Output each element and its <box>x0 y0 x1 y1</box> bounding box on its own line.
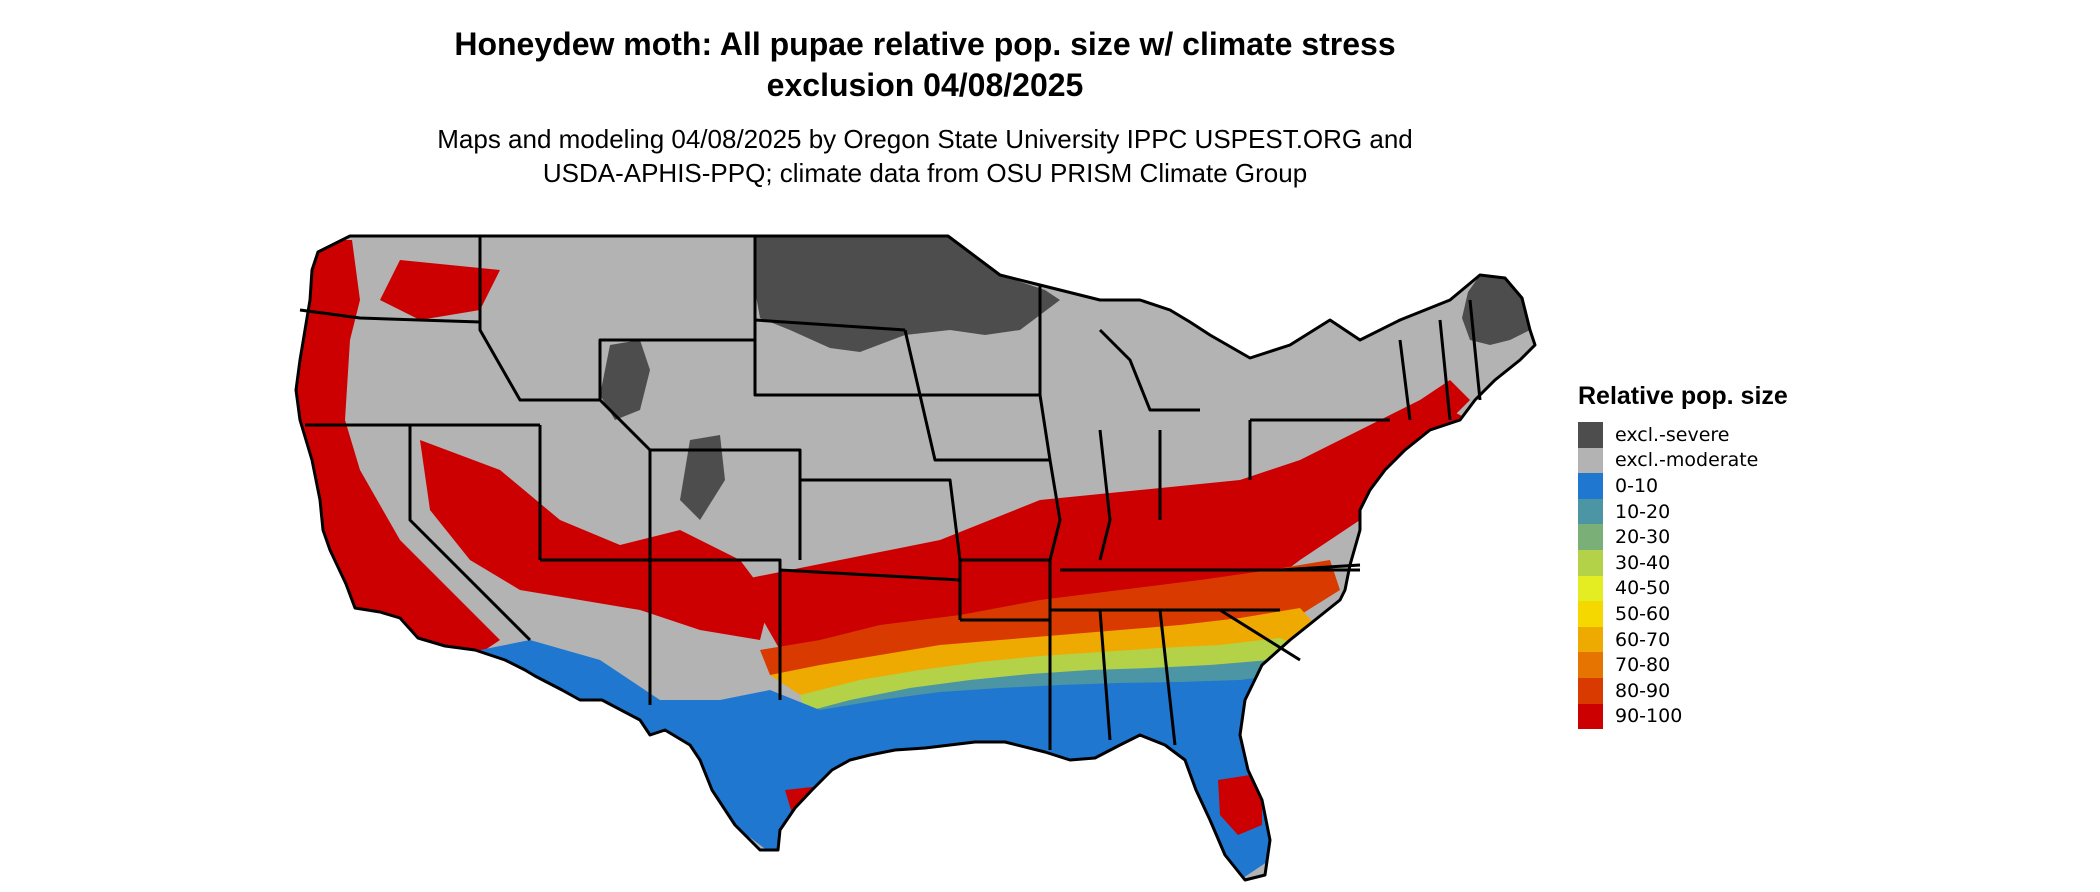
border-ga-sc <box>1219 608 1301 662</box>
legend-items: excl.-severe excl.-moderate 0-10 10-20 20-30… <box>1578 422 1788 730</box>
zone-red-pnw-interior <box>380 260 500 320</box>
legend-swatch <box>1578 677 1603 704</box>
legend-item: 50-60 <box>1578 601 1788 627</box>
legend-swatch <box>1578 601 1603 627</box>
zone-band-30-40 <box>800 638 1310 712</box>
legend-label: 0-10 <box>1615 474 1659 497</box>
zone-red-south-texas <box>785 785 870 860</box>
zone-excl-severe-rockies <box>600 340 725 520</box>
legend-item: 20-30 <box>1578 524 1788 550</box>
map-subtitle: Maps and modeling 04/08/2025 by Oregon S… <box>0 122 1850 190</box>
legend-label: 10-20 <box>1615 500 1671 523</box>
legend-item: 70-80 <box>1578 652 1788 678</box>
border-wa-or <box>299 308 481 324</box>
legend-swatch <box>1578 652 1603 678</box>
us-outline <box>294 234 1537 882</box>
border-dakotas <box>754 318 906 332</box>
legend-label: 60-70 <box>1615 628 1671 651</box>
map-title: Honeydew moth: All pupae relative pop. s… <box>0 24 1850 106</box>
border-il-in <box>1098 429 1112 561</box>
legend-item: excl.-severe <box>1578 422 1788 448</box>
zone-excl-severe-new-england <box>1462 275 1530 345</box>
legend-swatch <box>1578 626 1603 653</box>
legend-item: 0-10 <box>1578 473 1788 499</box>
legend-swatch <box>1578 422 1603 448</box>
legend-swatch <box>1578 447 1603 474</box>
border-mi <box>1098 328 1200 412</box>
zone-excl-severe-northern-plains <box>755 236 1060 352</box>
border-ar-la-ms <box>960 618 1052 750</box>
legend-swatch <box>1578 498 1603 525</box>
legend-label: excl.-moderate <box>1615 449 1759 472</box>
legend-item: excl.-moderate <box>1578 447 1788 474</box>
border-nd-sd-ne <box>753 236 920 397</box>
border-ks-ok-tx <box>800 478 962 620</box>
border-id-mt-wy <box>478 236 755 402</box>
legend-swatch <box>1578 703 1603 730</box>
border-al-ga <box>1158 609 1177 746</box>
border-va-nc <box>1279 563 1361 572</box>
legend-label: 30-40 <box>1615 551 1671 574</box>
border-four-corners-row <box>540 558 782 700</box>
map-subtitle-line-1: Maps and modeling 04/08/2025 by Oregon S… <box>437 124 1413 154</box>
map-title-line-1: Honeydew moth: All pupae relative pop. s… <box>454 26 1396 62</box>
legend-label: excl.-severe <box>1615 423 1730 446</box>
legend-label: 50-60 <box>1615 602 1671 625</box>
legend-label: 80-90 <box>1615 679 1671 702</box>
zone-red-southern-belt <box>740 380 1470 660</box>
legend-swatch <box>1578 549 1603 576</box>
legend: Relative pop. size excl.-severe excl.-mod… <box>1578 380 1788 730</box>
legend-swatch <box>1578 473 1603 499</box>
legend-label: 20-30 <box>1615 526 1671 549</box>
us-risk-map <box>294 234 1537 882</box>
legend-item: 40-50 <box>1578 575 1788 602</box>
legend-swatch <box>1578 575 1603 602</box>
border-ia-mo <box>918 394 1050 462</box>
legend-item: 10-20 <box>1578 498 1788 525</box>
legend-label: 90-100 <box>1615 705 1683 728</box>
border-new-england <box>1398 299 1482 421</box>
legend-title: Relative pop. size <box>1578 382 1788 410</box>
legend-item: 30-40 <box>1578 549 1788 576</box>
legend-item: 60-70 <box>1578 626 1788 653</box>
legend-item: 90-100 <box>1578 703 1788 730</box>
border-ms-al <box>1098 609 1112 741</box>
legend-label: 40-50 <box>1615 577 1671 600</box>
state-boundaries <box>294 234 1537 882</box>
border-co-ks <box>650 448 802 560</box>
legend-label: 70-80 <box>1615 654 1671 677</box>
border-mississippi <box>1038 285 1062 561</box>
zone-red-south-florida <box>1218 775 1262 835</box>
border-ok-tx <box>779 568 961 582</box>
legend-item: 80-90 <box>1578 677 1788 704</box>
legend-swatch <box>1578 524 1603 550</box>
border-ca-nv <box>408 425 532 642</box>
map-subtitle-line-2: USDA-APHIS-PPQ; climate data from OSU PR… <box>542 158 1308 188</box>
zone-red-great-basin <box>420 440 770 640</box>
zone-red-west-coast <box>296 240 500 660</box>
map-title-line-2: exclusion 04/08/2025 <box>766 67 1084 103</box>
